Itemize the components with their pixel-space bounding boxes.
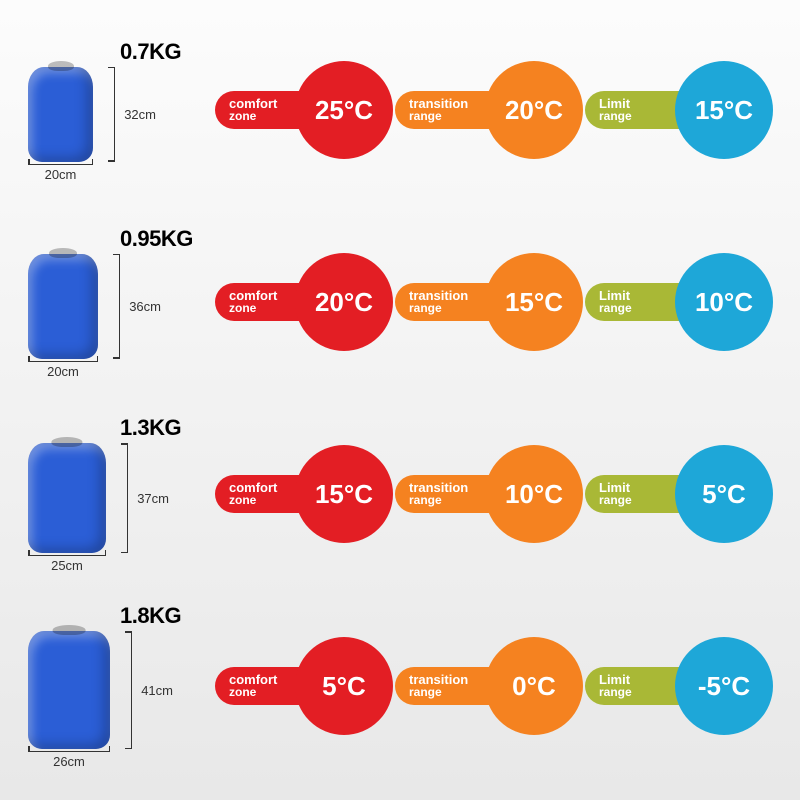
temp-circle-c3: 15°C [675,61,773,159]
bar-label-line2: range [409,686,468,699]
temp-circle-c2: 15°C [485,253,583,351]
product-row: 1.8KG 41cm 26cm comfortzone transitionrange L… [10,596,790,776]
weight-label: 0.95KG [120,226,193,252]
sleeping-bag-icon: 36cm [28,254,98,359]
width-label: 25cm [51,558,83,573]
sleeping-bag-icon: 41cm [28,631,110,749]
height-bracket: 37cm [110,443,128,553]
width-bracket: 25cm [28,555,106,573]
bag-wrap: 37cm 25cm [28,443,106,573]
height-label: 32cm [124,107,156,122]
sleeping-bag-icon: 37cm [28,443,106,553]
product-block: 0.95KG36cm20cm [10,226,190,379]
transition-label: transitionrange [409,673,468,698]
bag-area: 37cm 25cm [28,443,106,573]
temperature-scale: comfortzone transitionrange Limitrange 5°C 0… [215,636,790,736]
height-bracket: 41cm [114,631,132,749]
temp-circle-c1: 25°C [295,61,393,159]
product-row: 1.3KG 37cm 25cm comfortzone transitionrange L… [10,404,790,584]
bar-label-line2: range [599,494,632,507]
limit-label: Limitrange [599,289,632,314]
bag-wrap: 36cm 20cm [28,254,98,379]
weight-label: 0.7KG [120,39,181,65]
temp-circle-c2: 0°C [485,637,583,735]
bar-label-line2: range [599,302,632,315]
bar-label-line2: zone [229,302,277,315]
height-label: 37cm [137,491,169,506]
infographic-container: 0.7KG 32cm 20cm comfortzone transitionrange L… [0,0,800,798]
bar-label-line2: zone [229,110,277,123]
width-bracket: 20cm [28,164,93,182]
width-bracket: 26cm [28,751,110,769]
product-row: 0.7KG 32cm 20cm comfortzone transitionrange L… [10,20,790,200]
bar-label-line2: range [599,110,632,123]
product-row: 0.95KG36cm20cmcomfortzonetransitionrange… [10,212,790,392]
temp-circle-c3: 5°C [675,445,773,543]
temp-circle-c1: 20°C [295,253,393,351]
width-label: 20cm [47,364,79,379]
limit-label: Limitrange [599,673,632,698]
weight-label: 1.8KG [120,603,181,629]
comfort-label: comfortzone [229,97,277,122]
width-label: 26cm [53,754,85,769]
comfort-label: comfortzone [229,289,277,314]
bar-label-line2: zone [229,494,277,507]
temperature-scale: comfortzone transitionrange Limitrange 15°C… [215,444,790,544]
bag-wrap: 41cm 26cm [28,631,110,769]
temp-circle-c3: 10°C [675,253,773,351]
limit-label: Limitrange [599,97,632,122]
bar-label-line2: range [599,686,632,699]
height-label: 36cm [129,299,161,314]
comfort-label: comfortzone [229,673,277,698]
bar-label-line2: zone [229,686,277,699]
temp-circle-c1: 15°C [295,445,393,543]
transition-label: transitionrange [409,97,468,122]
sleeping-bag-icon: 32cm [28,67,93,162]
comfort-label: comfortzone [229,481,277,506]
height-bracket: 32cm [97,67,115,162]
transition-label: transitionrange [409,289,468,314]
bag-wrap: 32cm 20cm [28,67,93,182]
bar-label-line2: range [409,494,468,507]
temp-circle-c3: -5°C [675,637,773,735]
temperature-scale: comfortzone transitionrange Limitrange 20°C… [215,252,790,352]
bar-label-line2: range [409,302,468,315]
temp-circle-c2: 20°C [485,61,583,159]
temp-circle-c1: 5°C [295,637,393,735]
width-bracket: 20cm [28,361,98,379]
temperature-scale: comfortzone transitionrange Limitrange 25°C… [215,60,790,160]
limit-label: Limitrange [599,481,632,506]
product-block: 0.7KG 32cm 20cm [10,39,190,182]
height-bracket: 36cm [102,254,120,359]
product-block: 1.8KG 41cm 26cm [10,603,190,769]
bag-area: 32cm 20cm [28,67,93,182]
temp-circle-c2: 10°C [485,445,583,543]
bar-label-line2: range [409,110,468,123]
product-block: 1.3KG 37cm 25cm [10,415,190,573]
bag-area: 36cm 20cm [28,254,98,379]
weight-label: 1.3KG [120,415,181,441]
height-label: 41cm [141,683,173,698]
transition-label: transitionrange [409,481,468,506]
width-label: 20cm [45,167,77,182]
bag-area: 41cm 26cm [28,631,110,769]
